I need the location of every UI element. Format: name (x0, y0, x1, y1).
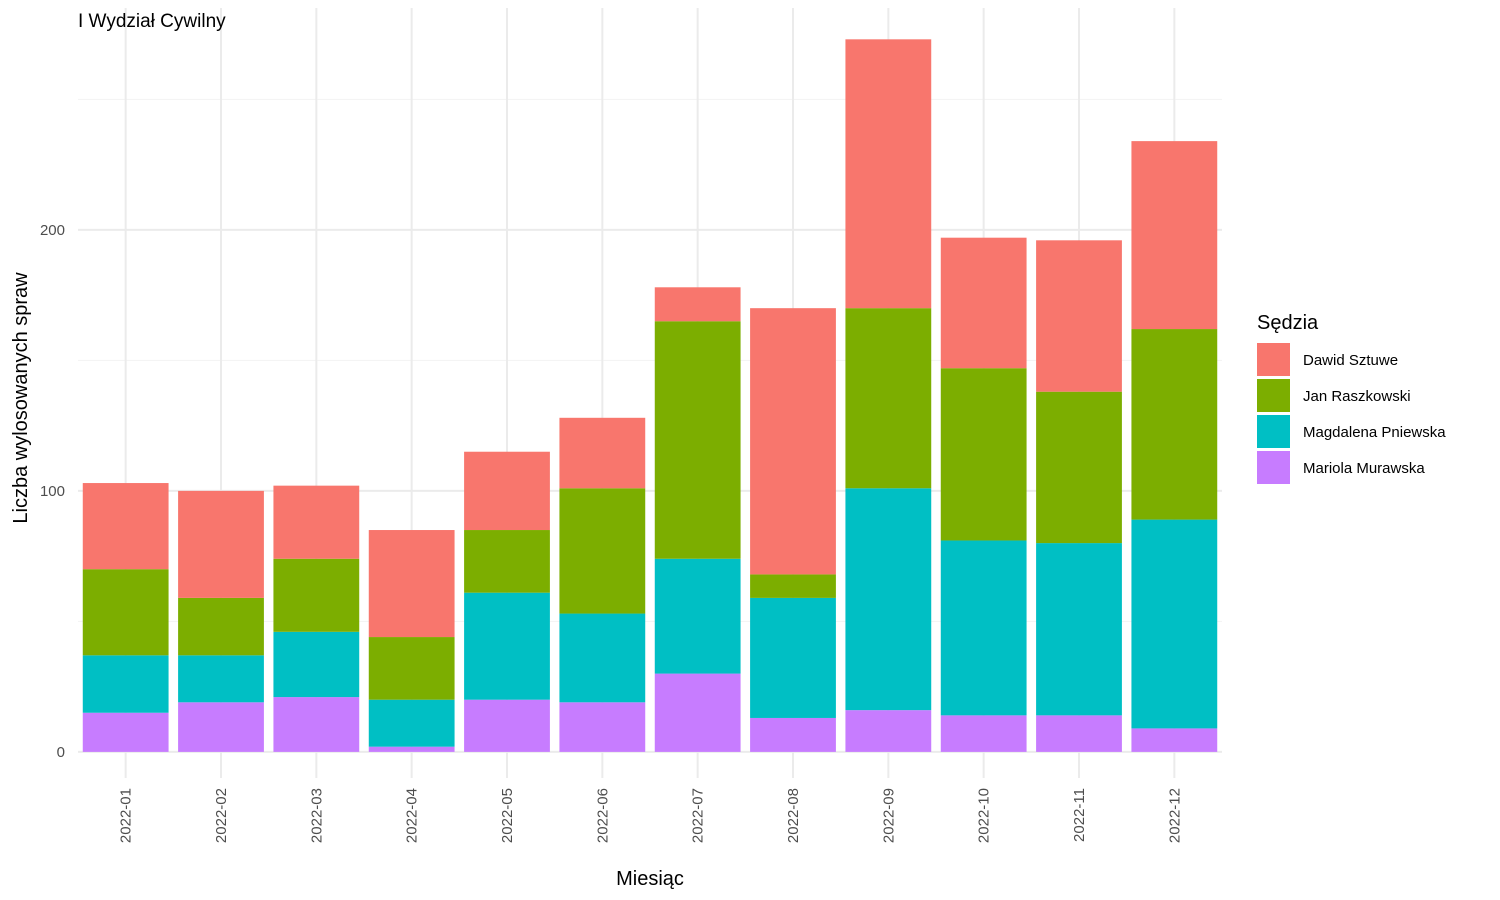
bar-segment (178, 655, 264, 703)
x-tick-label: 2022-06 (594, 788, 611, 843)
bar-segment (1036, 240, 1122, 392)
bar-segment (178, 597, 264, 656)
bar-segment (750, 574, 836, 598)
bar-segment (845, 308, 932, 489)
bar-segment (559, 613, 646, 703)
x-tick-label: 2022-12 (1166, 788, 1183, 843)
bar-segment (1036, 391, 1122, 544)
x-tick-label: 2022-03 (308, 788, 325, 843)
bar-segment (464, 699, 550, 752)
x-tick-label: 2022-07 (690, 788, 707, 843)
bar-segment (654, 673, 741, 752)
legend-key (1257, 415, 1290, 448)
y-tick-label: 0 (57, 744, 65, 761)
bar-segment (273, 485, 360, 559)
y-axis-title: Liczba wylosowanych spraw (10, 272, 32, 524)
bar-segment (940, 715, 1027, 752)
x-tick-label: 2022-10 (976, 788, 993, 843)
bar-segment (273, 558, 360, 632)
bar-segment (273, 697, 360, 752)
bar-segment (368, 746, 455, 752)
bar-segment (464, 530, 550, 593)
chart-title: I Wydział Cywilny (78, 11, 226, 32)
bar-segment (82, 569, 169, 656)
bar-segment (559, 488, 646, 614)
bar-segment (1131, 519, 1218, 729)
legend-key (1257, 451, 1290, 484)
bar-segment (368, 637, 455, 700)
bar-segment (178, 702, 264, 752)
bar-segment (559, 417, 646, 489)
y-axis-ticks: 0 100 200 (40, 222, 65, 761)
bar-segment (368, 699, 455, 747)
bar-segment (1036, 543, 1122, 716)
x-axis-title: Miesiąc (616, 868, 684, 890)
legend-key (1257, 343, 1290, 376)
legend-label: Dawid Sztuwe (1303, 352, 1398, 369)
x-tick-label: 2022-02 (213, 788, 230, 843)
bar-segment (1131, 141, 1218, 330)
bar-segment (82, 712, 169, 752)
bar-segment (1036, 715, 1122, 752)
legend-label: Mariola Murawska (1303, 460, 1425, 477)
x-tick-label: 2022-08 (785, 788, 802, 843)
x-tick-label: 2022-09 (880, 788, 897, 843)
bar-segment (1131, 728, 1218, 752)
x-tick-label: 2022-01 (118, 788, 135, 843)
bar-segment (845, 39, 932, 309)
bar-segment (845, 488, 932, 711)
legend-label: Jan Raszkowski (1303, 388, 1411, 405)
bar-segment (750, 308, 836, 575)
y-tick-label: 200 (40, 222, 65, 239)
bar-segment (940, 368, 1027, 541)
bar-segment (273, 631, 360, 698)
bar-segment (750, 597, 836, 718)
bar-segment (750, 717, 836, 752)
x-tick-label: 2022-05 (499, 788, 516, 843)
bar-segment (464, 592, 550, 700)
legend: Sędzia Dawid Sztuwe Jan Raszkowski Magdale… (1257, 312, 1446, 484)
bar-segment (1131, 329, 1218, 520)
bar-segment (368, 530, 455, 638)
bar-segment (654, 321, 741, 559)
bar-segment (82, 483, 169, 570)
y-tick-label: 100 (40, 483, 65, 500)
x-tick-label: 2022-11 (1071, 788, 1088, 842)
legend-label: Magdalena Pniewska (1303, 424, 1446, 441)
bar-segment (940, 540, 1027, 716)
bar-segment (82, 655, 169, 713)
bar-segment (654, 558, 741, 674)
bar-segment (178, 490, 264, 598)
bar-segment (845, 710, 932, 752)
bar-segment (940, 237, 1027, 369)
bar-segment (559, 702, 646, 752)
x-axis-ticks: 2022-01 2022-02 2022-03 2022-04 2022-05 2022-… (118, 788, 1184, 843)
legend-key (1257, 379, 1290, 412)
legend-title: Sędzia (1257, 312, 1319, 334)
bar-segment (464, 451, 550, 531)
bar-segment (654, 287, 741, 322)
x-tick-label: 2022-04 (404, 788, 421, 843)
bars (82, 39, 1218, 752)
